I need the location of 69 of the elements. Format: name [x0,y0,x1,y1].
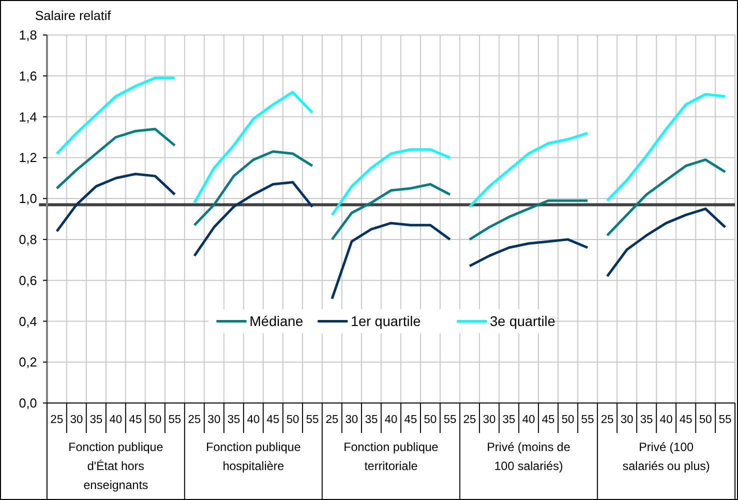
line-series [193,150,314,226]
x-tick-label: 40 [247,414,260,426]
x-tick-label: 25 [463,414,476,426]
line-series [330,182,452,241]
y-tick-label: 0,8 [18,232,37,247]
x-tick-label: 35 [90,414,103,426]
y-axis-title: Salaire relatif [35,8,112,23]
line-series [330,148,452,216]
text: Fonction publique territoriale [344,440,439,473]
y-tick-label: 1,6 [18,68,37,84]
x-tick-label: 50 [286,414,300,426]
legend-label: 3e quartile [490,313,556,330]
y-tick-label: 0,2 [18,354,37,370]
text: Privé (moins de 100 salariés) [486,440,571,473]
text: Fonction publique d'État hors enseignants [68,440,164,492]
line-series [606,93,726,202]
legend-label: 1er quartile [350,313,421,330]
x-tick-label: 35 [640,414,653,426]
x-tick-label: 30 [208,414,220,426]
y-tick-label: 0,4 [18,314,37,329]
x-tick-label: 30 [482,414,496,426]
line-series [468,199,589,241]
legend-label: Médiane [250,313,304,330]
line-series [468,238,589,268]
line-series [56,76,176,155]
x-tick-label: 45 [404,414,418,426]
x-tick-label: 45 [129,414,142,426]
line-series [606,208,726,278]
x-tick-label: 40 [384,414,398,426]
y-tick-label: 1,8 [18,28,37,43]
x-tick-label: 35 [502,414,516,426]
line-series [468,132,589,208]
x-tick-label: 35 [227,414,240,426]
line-series [606,158,726,237]
x-tick-label: 45 [266,414,280,426]
y-tick-label: 0,0 [18,396,37,411]
x-tick-label: 40 [109,414,122,426]
x-tick-label: 55 [168,414,182,426]
x-tick-label: 30 [620,414,634,426]
x-tick-label: 45 [679,414,692,426]
x-tick-label: 25 [600,414,614,426]
x-tick-label: 35 [364,414,378,426]
x-tick-label: 50 [562,414,574,426]
x-tick-label: 45 [542,414,555,426]
text: Fonction publique hospitalière [206,440,302,473]
x-tick-label: 25 [50,414,64,426]
x-tick-label: 25 [326,414,338,426]
x-tick-label: 40 [660,414,673,426]
x-tick-label: 25 [188,414,201,426]
x-tick-label: 50 [699,414,712,426]
text: Privé (100 salariés ou plus) [622,440,710,473]
x-tick-label: 40 [522,414,535,426]
y-tick-label: 1,0 [18,191,37,206]
x-tick-label: 50 [424,414,437,426]
line-series [330,222,452,300]
line-series [56,172,176,233]
line-series [56,128,176,190]
line-series [193,180,314,258]
y-tick-label: 1,2 [18,150,37,166]
x-tick-label: 30 [345,414,358,426]
line-series [193,90,314,204]
x-tick-label: 50 [148,414,162,426]
y-tick-label: 1,4 [18,109,37,124]
x-tick-label: 55 [718,414,732,426]
x-tick-label: 55 [444,414,456,426]
x-tick-label: 30 [70,414,83,426]
y-tick-label: 0,6 [18,272,37,288]
x-tick-label: 55 [581,414,594,426]
x-tick-label: 55 [306,414,319,426]
